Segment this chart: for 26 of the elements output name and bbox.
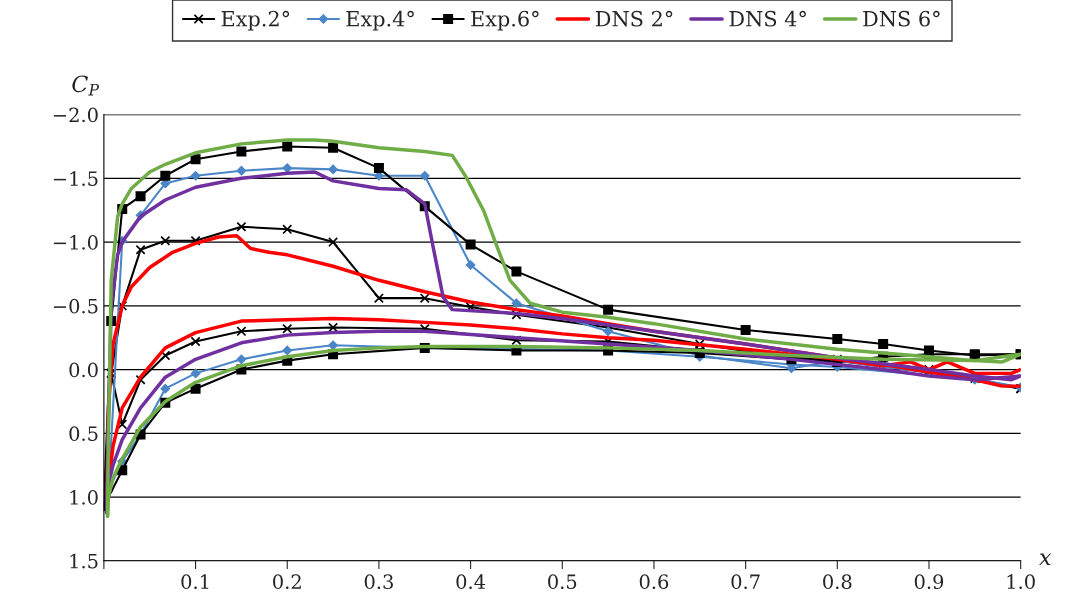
y-tick-label: −0.5 <box>53 298 98 314</box>
y-tick-label: −1.5 <box>53 171 98 186</box>
legend-label: DNS 2° <box>595 10 673 27</box>
x-tick-label: 0.7 <box>731 574 760 590</box>
x-tick-label: 0.2 <box>273 574 301 590</box>
x-tick-label: 0.9 <box>914 574 944 590</box>
legend-label: DNS 6° <box>863 10 940 27</box>
x-tick-label: 0.8 <box>823 574 852 590</box>
x-tick-label: 1.0 <box>1007 574 1035 590</box>
legend-label: Exp.4° <box>346 10 414 31</box>
x-tick-label: 0.3 <box>364 574 393 590</box>
y-tick-label: −2.0 <box>53 107 98 123</box>
y-tick-label: 1.0 <box>70 490 98 505</box>
y-axis-title: C$_{P}$ <box>72 75 100 96</box>
y-tick-label: 0.0 <box>69 362 98 378</box>
y-tick-label: 1.5 <box>70 553 98 569</box>
x-tick-label: 0.5 <box>548 574 577 590</box>
x-tick-label: 0.4 <box>456 574 486 590</box>
legend-label: Exp.2° <box>221 10 290 31</box>
legend-label: Exp.6° <box>471 10 539 31</box>
y-tick-label: 0.5 <box>69 426 98 441</box>
y-tick-label: −1.0 <box>53 235 98 250</box>
legend-label: DNS 4° <box>729 10 806 27</box>
x-tick-label: 0.1 <box>181 574 209 590</box>
x-axis-title: x <box>1039 553 1052 566</box>
x-tick-label: 0.6 <box>639 574 669 590</box>
